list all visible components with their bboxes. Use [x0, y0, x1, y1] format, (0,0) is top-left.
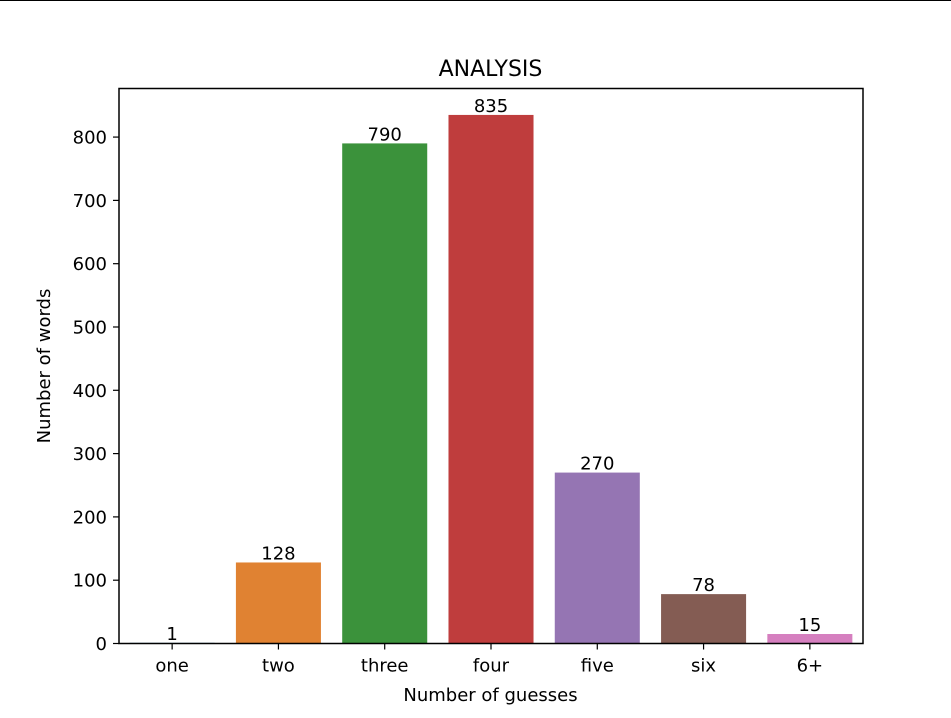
y-tick-label-0: 0: [96, 634, 107, 655]
chart-title: ANALYSIS: [439, 57, 543, 82]
bar-6+: [767, 634, 853, 644]
y-tick-label-600: 600: [73, 254, 107, 275]
y-tick-label-400: 400: [73, 381, 107, 402]
x-tick-label-five: five: [581, 656, 614, 677]
x-tick-label-three: three: [361, 656, 409, 677]
y-tick-label-500: 500: [73, 317, 107, 338]
x-axis-ticks: one two three four five six 6+: [155, 643, 824, 677]
bar-six: [661, 594, 747, 644]
bar-three: [342, 143, 428, 644]
y-tick-label-100: 100: [73, 571, 107, 592]
x-tick-label-one: one: [155, 656, 189, 677]
y-tick-label-800: 800: [73, 128, 107, 149]
data-label-6+: 15: [798, 615, 821, 636]
x-tick-label-two: two: [262, 656, 295, 677]
data-labels-group: 1 128 790 835 270 78 15: [166, 96, 821, 645]
y-tick-label-700: 700: [73, 191, 107, 212]
data-label-six: 78: [692, 575, 715, 596]
x-tick-label-four: four: [473, 656, 510, 677]
data-label-one: 1: [166, 624, 177, 645]
data-label-three: 790: [368, 124, 402, 145]
data-label-four: 835: [474, 96, 508, 117]
bar-five: [554, 472, 640, 644]
bars-group: [129, 114, 853, 644]
data-label-two: 128: [261, 543, 295, 564]
y-axis-ticks: 0 100 200 300 400 500 600 700 800: [73, 128, 119, 655]
x-tick-label-six: six: [691, 656, 716, 677]
data-label-five: 270: [580, 454, 614, 475]
x-tick-label-6+: 6+: [797, 656, 824, 677]
bar-four: [448, 114, 534, 644]
x-axis-label: Number of guesses: [403, 685, 577, 706]
y-tick-label-300: 300: [73, 444, 107, 465]
y-tick-label-200: 200: [73, 507, 107, 528]
plot-frame: [118, 87, 864, 645]
bar-two: [235, 562, 321, 644]
y-axis-label: Number of words: [34, 289, 55, 444]
